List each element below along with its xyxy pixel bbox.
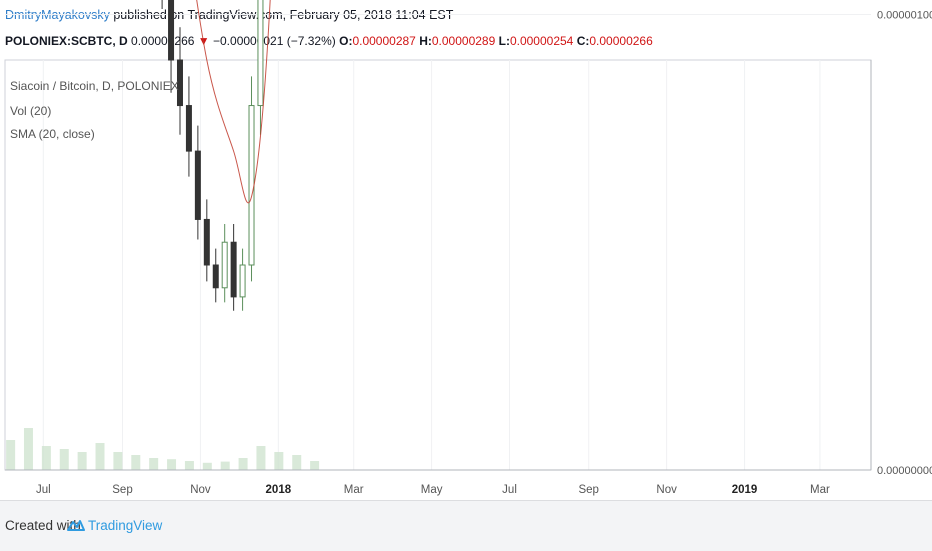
price-axis[interactable]: 0.000008000.000007000.000006000.00000500… bbox=[877, 0, 932, 477]
symbol-name: POLONIEX:SCBTC, D bbox=[5, 34, 128, 48]
candle-body bbox=[168, 0, 175, 61]
time-tick-label: May bbox=[421, 484, 443, 496]
volume-bar bbox=[310, 461, 320, 470]
candle-body bbox=[212, 264, 219, 289]
time-tick-label: Mar bbox=[344, 484, 364, 496]
candle-body bbox=[203, 218, 210, 266]
high-value: 0.00000289 bbox=[431, 34, 496, 48]
volume-bar bbox=[23, 428, 33, 470]
open-label: O: bbox=[339, 34, 353, 48]
time-tick-label: Sep bbox=[578, 484, 598, 496]
candle-body bbox=[248, 105, 255, 266]
footer: Created with TradingView bbox=[0, 500, 932, 551]
volume-bar bbox=[167, 459, 177, 470]
candle-body bbox=[185, 105, 192, 152]
open-value: 0.00000287 bbox=[352, 34, 416, 48]
chart-title: Siacoin / Bitcoin, D, POLONIEX bbox=[10, 79, 179, 93]
volume-bar bbox=[77, 452, 87, 470]
high-label: H: bbox=[419, 34, 432, 48]
time-axis[interactable]: Jul Sep Nov 2018 Mar May Jul Sep Nov 2019 Mar bbox=[36, 484, 830, 496]
plot-area bbox=[4, 59, 872, 471]
volume-bar bbox=[41, 446, 51, 470]
price-candles bbox=[161, 0, 264, 311]
price-chart[interactable]: 0.000008000.000007000.000006000.00000500… bbox=[0, 0, 932, 500]
volume-bar bbox=[131, 455, 141, 470]
time-tick-label: Mar bbox=[810, 484, 830, 496]
volume-bar bbox=[274, 452, 284, 470]
price-tick-label: 0.00000000 bbox=[877, 465, 932, 477]
created-with-text: Created with bbox=[5, 518, 81, 533]
low-label: L: bbox=[498, 34, 510, 48]
tradingview-logo-icon bbox=[67, 520, 85, 531]
sma-legend: SMA (20, close) bbox=[10, 127, 95, 141]
time-tick-label: Jul bbox=[36, 484, 51, 496]
candle-body bbox=[239, 264, 246, 298]
time-tick-label: Nov bbox=[656, 484, 677, 496]
close-value: 0.00000266 bbox=[589, 34, 653, 48]
candle-body bbox=[221, 241, 228, 289]
volume-legend: Vol (20) bbox=[10, 104, 52, 118]
time-tick-label: Jul bbox=[502, 484, 517, 496]
volume-bar bbox=[202, 462, 212, 470]
volume-bar bbox=[292, 455, 302, 470]
volume-bar bbox=[149, 458, 159, 470]
time-tick-label: 2018 bbox=[266, 484, 292, 496]
volume-bar bbox=[238, 458, 248, 470]
price-tick-label: 0.00000100 bbox=[877, 9, 932, 21]
candle-body bbox=[230, 241, 237, 298]
last-price: 0.00000266 bbox=[131, 34, 195, 48]
low-value: 0.00000254 bbox=[509, 34, 574, 48]
time-tick-label: Sep bbox=[112, 484, 132, 496]
tradingview-brand-link[interactable]: TradingView bbox=[88, 518, 163, 533]
volume-bar bbox=[6, 440, 16, 470]
volume-bar bbox=[184, 461, 194, 470]
volume-bar bbox=[59, 449, 69, 470]
close-label: C: bbox=[576, 34, 590, 48]
symbol-line: POLONIEX:SCBTC, D 0.00000266 ▼ −0.000000… bbox=[5, 34, 653, 48]
volume-bar bbox=[95, 443, 105, 470]
volume-bar bbox=[220, 461, 230, 470]
candle-body bbox=[257, 0, 264, 107]
volume-bar bbox=[256, 446, 266, 470]
price-change: −0.00000021 (−7.32%) bbox=[213, 34, 336, 48]
time-tick-label: 2019 bbox=[732, 484, 758, 496]
volume-bar bbox=[113, 452, 123, 470]
candle-body bbox=[176, 59, 183, 107]
volume-bars bbox=[6, 428, 320, 470]
candle-body bbox=[194, 150, 201, 220]
time-tick-label: Nov bbox=[190, 484, 211, 496]
author-link[interactable]: DmitryMayakovsky bbox=[5, 8, 110, 22]
